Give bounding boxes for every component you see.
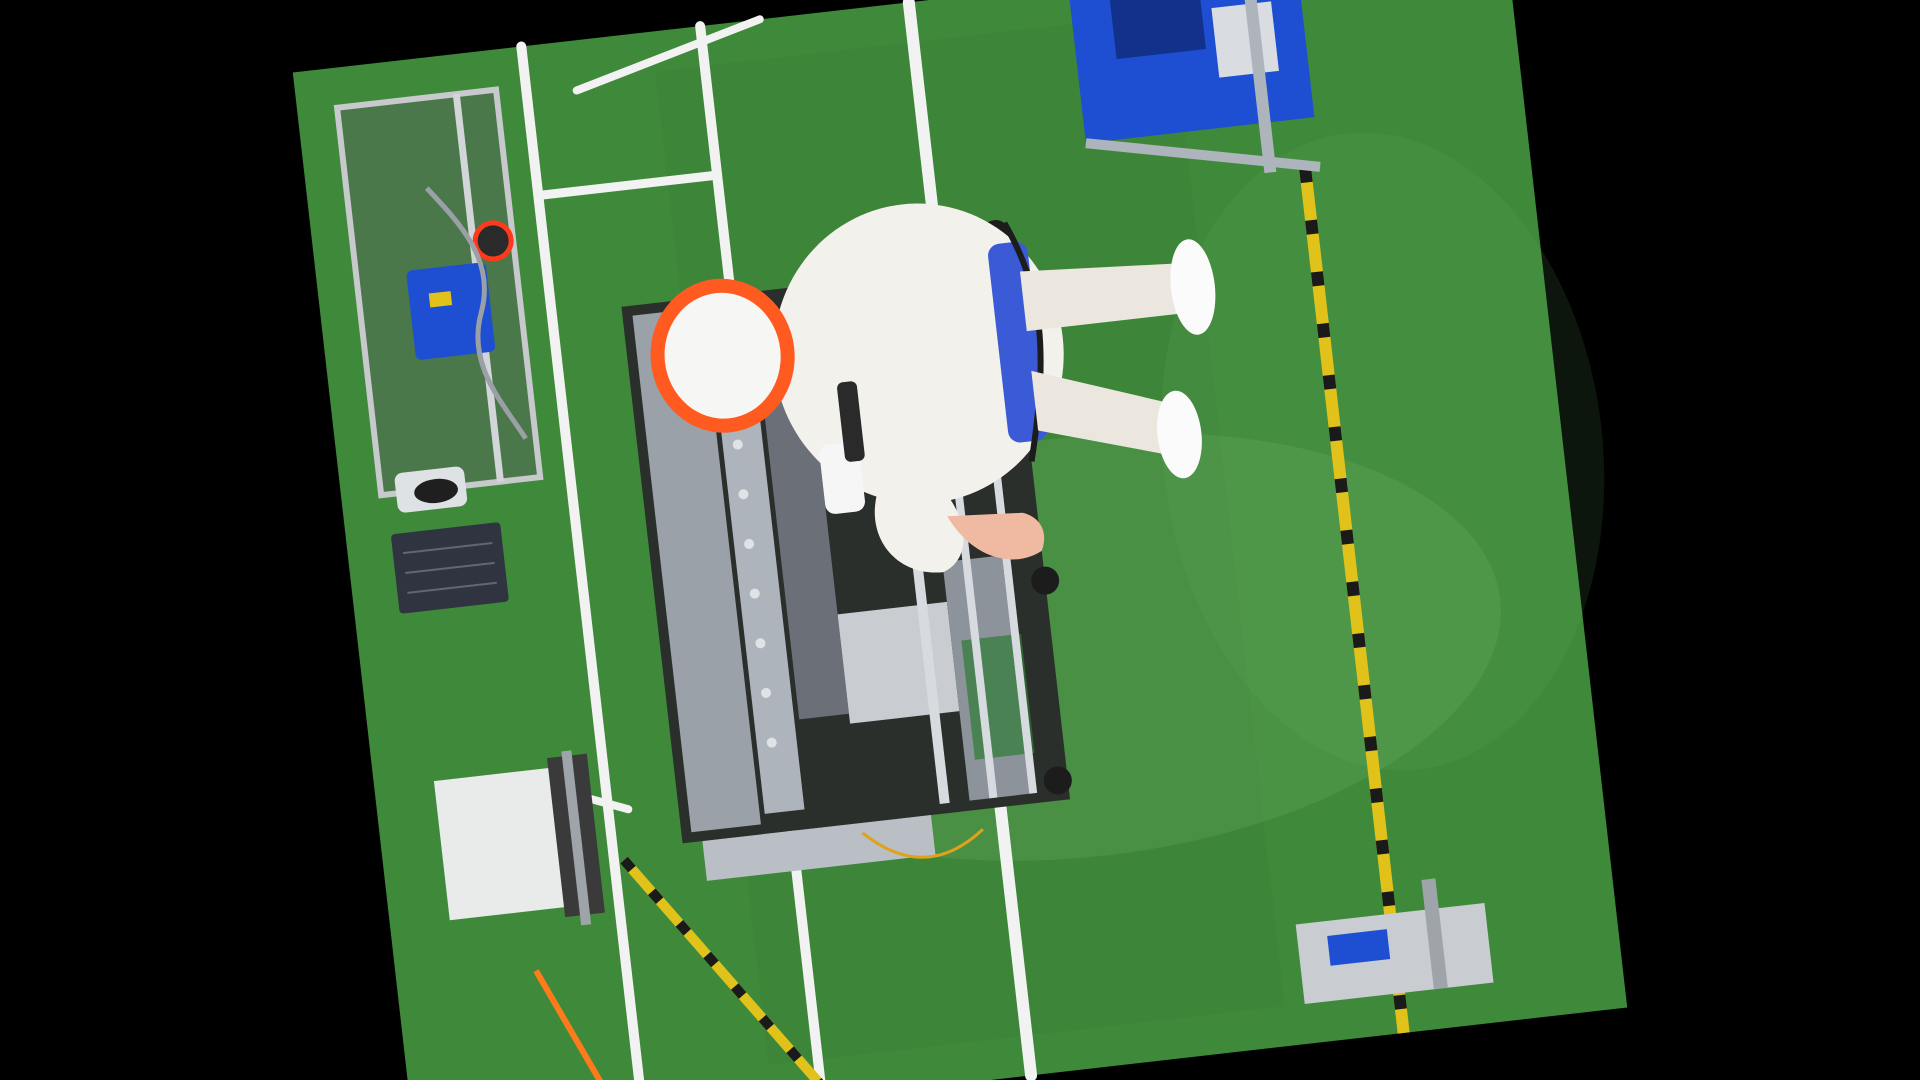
bottom-right-equipment [1295, 878, 1494, 1004]
helmet-top [664, 292, 781, 419]
blue-tool-box [406, 262, 496, 360]
worker-leg [1031, 370, 1190, 456]
tool-cart [333, 86, 544, 614]
worker-forearm [947, 512, 1045, 560]
worker-arm [874, 478, 964, 573]
worker-shoe [1170, 239, 1216, 335]
white-cabinet [433, 750, 605, 926]
cart-wheel [1031, 566, 1060, 595]
worker-top-view [650, 203, 1216, 573]
hazard-tape [533, 167, 1410, 1080]
rotated-camera-frame [292, 0, 1628, 1080]
floor-glare-right [1161, 132, 1605, 771]
computer-mouse-icon [414, 478, 458, 504]
worker-shoe [1157, 390, 1202, 479]
safety-harness [988, 241, 1048, 443]
blue-machine [1067, 0, 1321, 174]
hand-tool [837, 381, 865, 462]
silver-module [837, 601, 960, 724]
cart-wheel [1043, 766, 1072, 795]
worker-leg [1019, 263, 1199, 332]
